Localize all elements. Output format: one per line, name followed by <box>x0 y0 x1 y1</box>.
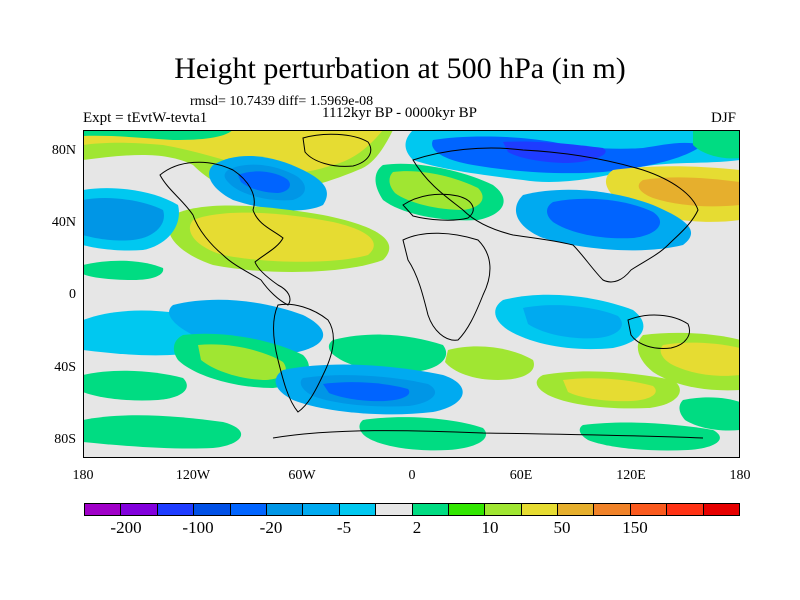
colorbar-swatch <box>448 504 486 515</box>
lon-label-180e: 180 <box>729 468 751 483</box>
colorbar-swatch <box>630 504 668 515</box>
colorbar-swatch <box>485 504 522 515</box>
period-label: 1112kyr BP - 0000kyr BP <box>322 105 478 121</box>
colorbar-swatch <box>121 504 158 515</box>
colorbar-swatch <box>667 504 704 515</box>
colorbar-swatch <box>194 504 231 515</box>
colorbar-label-1: -200 <box>110 518 142 537</box>
height-field <box>83 130 740 458</box>
lon-label-120w: 120W <box>175 468 211 483</box>
colorbar-swatch <box>339 504 377 515</box>
lon-label-0: 0 <box>408 468 416 483</box>
colorbar-label-2: -100 <box>182 518 214 537</box>
colorbar-swatch <box>157 504 195 515</box>
colorbar-label-5: 2 <box>412 518 422 537</box>
lat-label-80s: 80S <box>54 432 76 447</box>
colorbar-swatch <box>85 504 122 515</box>
experiment-label: Expt = tEvtW-tevta1 <box>83 110 208 126</box>
colorbar-label-4: -5 <box>336 518 352 537</box>
map-panel <box>83 130 740 458</box>
lat-label-40s: 40S <box>54 360 76 375</box>
lat-label-80n: 80N <box>51 143 76 158</box>
colorbar-swatch <box>412 504 449 515</box>
colorbar-label-7: 50 <box>553 518 571 537</box>
plot-title: Height perturbation at 500 hPa (in m) <box>174 52 626 85</box>
colorbar-swatch <box>594 504 631 515</box>
colorbar-swatch <box>376 504 413 515</box>
colorbar-label-8: 150 <box>622 518 648 537</box>
colorbar-swatch <box>703 504 740 515</box>
colorbar-swatch <box>521 504 559 515</box>
colorbar-swatch <box>558 504 595 515</box>
coastlines <box>159 133 704 439</box>
colorbar <box>84 503 740 516</box>
colorbar-label-6: 10 <box>481 518 499 537</box>
lat-label-0: 0 <box>69 287 76 302</box>
colorbar-swatch <box>303 504 340 515</box>
stats-text: rmsd= 10.7439 diff= 1.5969e-08 <box>190 94 374 109</box>
season-label: DJF <box>711 110 737 126</box>
lon-label-120e: 120E <box>616 468 646 483</box>
lat-label-40n: 40N <box>51 215 76 230</box>
lon-label-180w: 180 <box>72 468 94 483</box>
lon-label-60e: 60E <box>509 468 533 483</box>
lon-label-60w: 60W <box>288 468 316 483</box>
colorbar-swatch <box>266 504 304 515</box>
colorbar-label-3: -20 <box>259 518 283 537</box>
colorbar-swatch <box>230 504 267 515</box>
